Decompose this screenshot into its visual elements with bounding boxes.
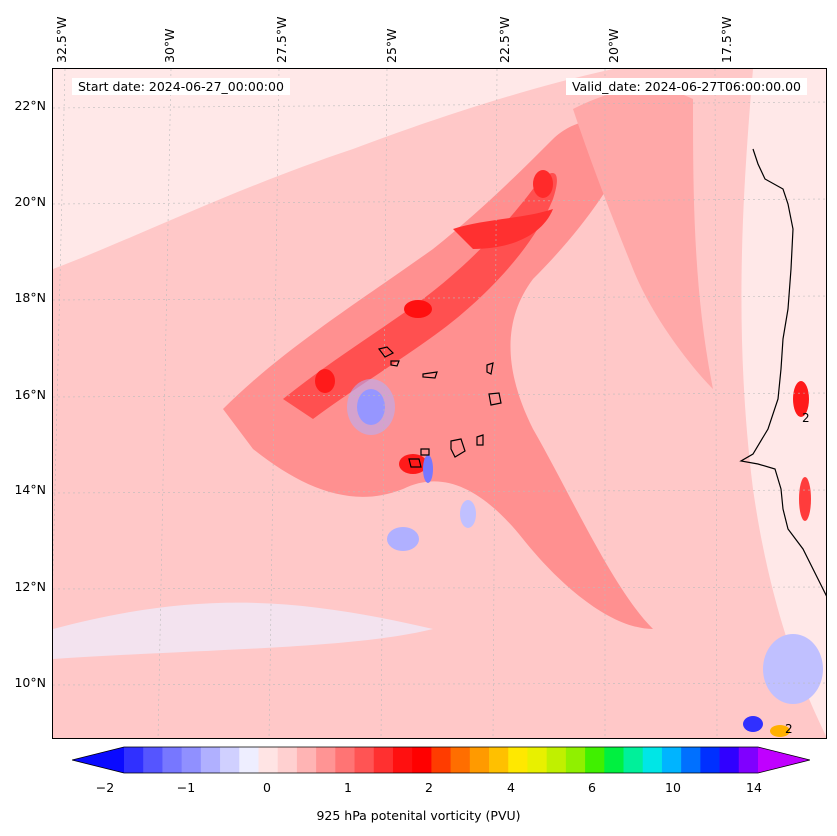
lat-label-18n: 18°N	[14, 290, 46, 305]
colorbar-segment	[623, 747, 644, 773]
contour-label-2: 2	[785, 722, 793, 736]
cbar-tick-7: 6	[588, 780, 596, 795]
colorbar-segment	[508, 747, 528, 773]
colorbar	[72, 746, 810, 774]
pv-contour-field: 2 2	[53, 69, 826, 738]
colorbar-segment	[277, 747, 298, 773]
lon-label-30w: 30°W	[162, 28, 177, 63]
lat-label-20n: 20°N	[14, 194, 46, 209]
colorbar-segment	[335, 747, 356, 773]
africa-coastline	[739, 148, 826, 597]
cbar-tick-4: 1	[344, 780, 352, 795]
cbar-tick-6: 4	[507, 780, 515, 795]
lon-label-27-5w: 27.5°W	[274, 16, 289, 63]
colorbar-segment	[450, 747, 471, 773]
pv-neg-6	[743, 716, 763, 732]
pv-spot-5	[793, 381, 809, 417]
cbar-tick-1: −2	[95, 780, 115, 795]
lat-label-10n: 10°N	[14, 675, 46, 690]
pv-neg-5	[763, 634, 823, 704]
colorbar-segment	[681, 747, 701, 773]
lat-label-12n: 12°N	[14, 579, 46, 594]
valid-date-label: Valid_date: 2024-06-27T06:00:00.00	[565, 78, 807, 95]
colorbar-segment	[738, 747, 759, 773]
colorbar-arrow-max	[758, 747, 810, 773]
cape-verde-islands	[377, 346, 502, 468]
colorbar-segment	[392, 747, 413, 773]
colorbar-segment	[585, 747, 605, 773]
colorbar-outline	[72, 746, 810, 774]
lon-label-20w: 20°W	[606, 28, 621, 63]
graticule	[53, 69, 826, 738]
colorbar-title: 925 hPa potenital vorticity (PVU)	[316, 808, 521, 823]
pv-spot-2	[315, 369, 335, 393]
colorbar-segment	[546, 747, 567, 773]
colorbar-segment	[181, 747, 202, 773]
colorbar-segment	[316, 747, 336, 773]
colorbar-segment	[431, 747, 452, 773]
cbar-tick-5: 2	[425, 780, 433, 795]
colorbar-segment	[489, 747, 509, 773]
lat-label-16n: 16°N	[14, 387, 46, 402]
pv-region-red	[283, 172, 557, 419]
colorbar-segment	[296, 747, 317, 773]
start-date-label: Start date: 2024-06-27_00:00:00	[72, 78, 290, 95]
colorbar-segment	[124, 747, 144, 773]
colorbar-segment	[220, 747, 240, 773]
pv-map: 2 2 Start date: 2024-06-27_00:00:00 Vali…	[52, 68, 827, 739]
colorbar-segment	[565, 747, 586, 773]
pv-neg-3	[460, 500, 476, 528]
colorbar-segment	[642, 747, 663, 773]
colorbar-segment	[354, 747, 375, 773]
colorbar-segment	[258, 747, 279, 773]
lat-label-22n: 22°N	[14, 98, 46, 113]
pv-region-ne-streak	[573, 88, 713, 389]
colorbar-segment	[200, 747, 221, 773]
pv-neg-band	[53, 602, 433, 659]
colorbar-arrow-min	[72, 747, 124, 773]
cbar-tick-3: 0	[263, 780, 271, 795]
colorbar-segment	[700, 747, 721, 773]
lon-label-25w: 25°W	[384, 28, 399, 63]
colorbar-segment	[604, 747, 625, 773]
cbar-tick-9: 14	[746, 780, 762, 795]
pv-spot-1	[404, 300, 432, 318]
lon-label-22-5w: 22.5°W	[497, 16, 512, 63]
colorbar-segment	[719, 747, 740, 773]
pv-neg-1b	[347, 379, 395, 435]
colorbar-segment	[412, 747, 432, 773]
pv-spot-orange	[770, 725, 790, 737]
pv-region-midred	[223, 120, 653, 629]
colorbar-segment	[143, 747, 163, 773]
pv-neg-2	[387, 527, 419, 551]
colorbar-segment	[527, 747, 548, 773]
pv-spot-4	[399, 454, 427, 474]
colorbar-segment	[373, 747, 394, 773]
colorbar-segment	[162, 747, 183, 773]
colorbar-segment	[469, 747, 490, 773]
colorbar-segment	[661, 747, 682, 773]
contour-label-1: 2	[802, 411, 810, 425]
lon-label-17-5w: 17.5°W	[719, 16, 734, 63]
pv-region-red-2	[453, 209, 553, 249]
colorbar-segment	[239, 747, 259, 773]
pv-neg-4	[423, 455, 433, 483]
pv-spot-6	[799, 477, 811, 521]
pv-spot-3	[533, 170, 553, 198]
cbar-tick-8: 10	[665, 780, 681, 795]
cbar-tick-2: −1	[176, 780, 196, 795]
lon-label-32-5w: 32.5°W	[54, 16, 69, 63]
lat-label-14n: 14°N	[14, 482, 46, 497]
